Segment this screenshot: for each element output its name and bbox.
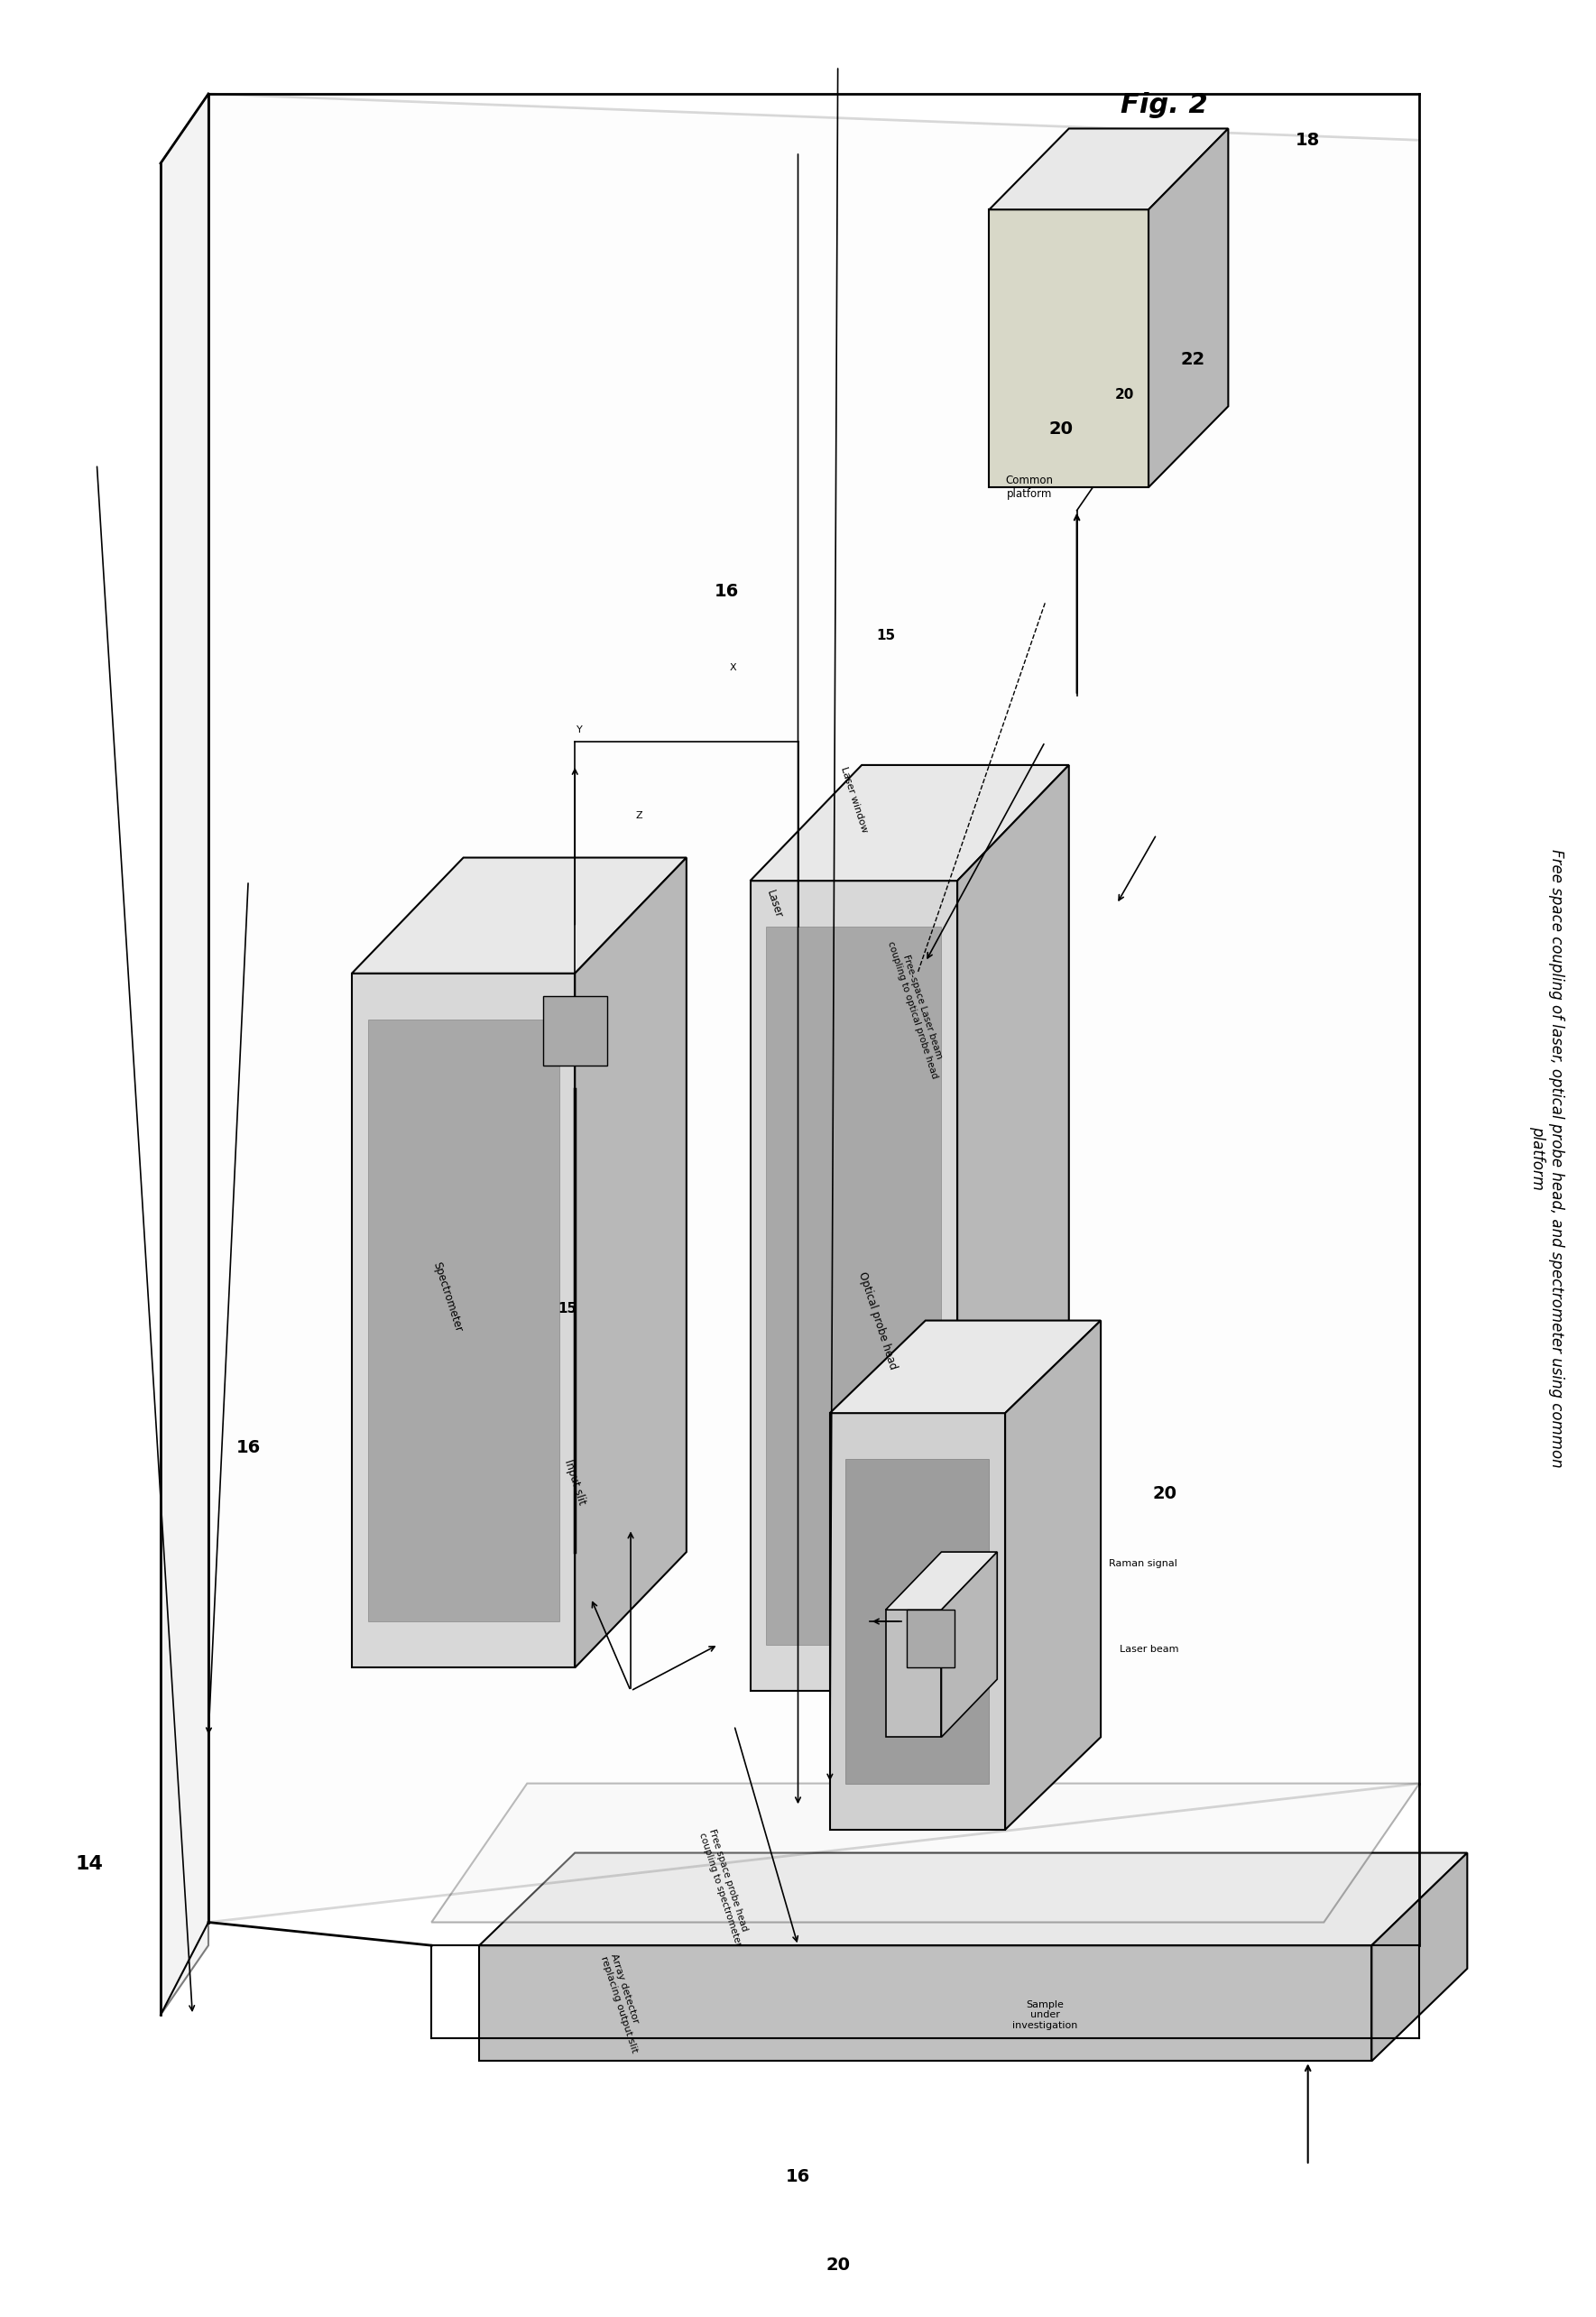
- Polygon shape: [1005, 1321, 1101, 1830]
- Polygon shape: [351, 857, 686, 973]
- Polygon shape: [990, 209, 1149, 487]
- Text: Input slit: Input slit: [562, 1457, 587, 1506]
- Polygon shape: [830, 1413, 1005, 1830]
- Polygon shape: [942, 1552, 998, 1738]
- Polygon shape: [367, 1019, 559, 1622]
- Bar: [907, 1610, 954, 1668]
- Polygon shape: [750, 765, 1069, 880]
- Polygon shape: [161, 93, 209, 2016]
- Polygon shape: [431, 1784, 1419, 1923]
- Polygon shape: [750, 880, 958, 1691]
- Text: Free space coupling of laser, optical probe head, and spectrometer using common
: Free space coupling of laser, optical pr…: [1529, 850, 1564, 1467]
- Text: Array detector
replacing output slit: Array detector replacing output slit: [598, 1953, 648, 2055]
- Polygon shape: [886, 1552, 998, 1610]
- Text: 20: 20: [1116, 387, 1135, 401]
- Polygon shape: [479, 1854, 1467, 1946]
- Bar: [543, 996, 606, 1066]
- Text: 15: 15: [876, 628, 895, 642]
- Polygon shape: [209, 93, 1419, 1923]
- Text: Z: Z: [635, 811, 642, 820]
- Text: Optical probe head: Optical probe head: [857, 1270, 899, 1372]
- Text: Common
platform: Common platform: [1005, 475, 1053, 500]
- Text: Laser window: Laser window: [839, 765, 868, 834]
- Text: Fig. 2: Fig. 2: [1120, 93, 1208, 118]
- Text: 16: 16: [785, 2169, 811, 2185]
- Text: Spectrometer: Spectrometer: [431, 1260, 464, 1335]
- Text: 22: 22: [1181, 352, 1205, 368]
- Text: Y: Y: [576, 725, 583, 734]
- Text: 16: 16: [236, 1439, 260, 1457]
- Polygon shape: [479, 1946, 1371, 2062]
- Polygon shape: [1371, 1854, 1467, 2062]
- Polygon shape: [830, 1321, 1101, 1413]
- Text: 15: 15: [557, 1302, 576, 1316]
- Polygon shape: [575, 857, 686, 1668]
- Text: Laser beam: Laser beam: [1120, 1645, 1179, 1654]
- Text: Raman signal: Raman signal: [1109, 1559, 1178, 1569]
- Text: Sample
under
investigation: Sample under investigation: [1012, 2000, 1077, 2030]
- Text: Free-space Laser beam
coupling to optical probe head: Free-space Laser beam coupling to optica…: [886, 936, 950, 1080]
- Text: Laser: Laser: [764, 887, 784, 920]
- Text: 16: 16: [713, 584, 739, 600]
- Text: Free space probe head
coupling to spectrometer: Free space probe head coupling to spectr…: [697, 1828, 753, 1946]
- Polygon shape: [1149, 127, 1229, 487]
- Text: 14: 14: [75, 1856, 102, 1874]
- Polygon shape: [990, 127, 1229, 209]
- Polygon shape: [846, 1460, 990, 1784]
- Text: X: X: [729, 663, 736, 672]
- Polygon shape: [351, 973, 575, 1668]
- Text: 20: 20: [825, 2257, 851, 2273]
- Text: 20: 20: [1152, 1485, 1176, 1504]
- Polygon shape: [958, 765, 1069, 1691]
- Text: 20: 20: [1049, 422, 1073, 438]
- Polygon shape: [886, 1610, 942, 1738]
- Text: 18: 18: [1296, 132, 1320, 148]
- Polygon shape: [766, 927, 942, 1645]
